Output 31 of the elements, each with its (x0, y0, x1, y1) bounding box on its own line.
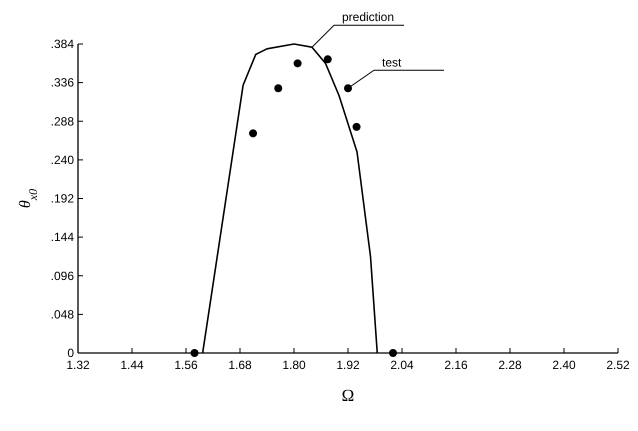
point (190, 349, 199, 357)
x-tick-label: 1.68 (228, 358, 252, 372)
annotation: prediction (342, 10, 394, 24)
x-tick-label: 1.32 (66, 358, 90, 372)
annotation: test (382, 55, 402, 70)
x-tick-label: 1.80 (282, 358, 306, 372)
x-tick-label: 2.28 (498, 358, 522, 372)
x-tick-label: 1.56 (174, 358, 198, 372)
x-tick-label: 2.16 (444, 358, 468, 372)
point (324, 55, 332, 64)
x-axis-title: Ω (342, 386, 354, 405)
y-tick-label: .240 (50, 152, 74, 167)
x-tick-label: 1.44 (120, 358, 144, 372)
y-tick-label: .288 (50, 114, 74, 128)
point (344, 84, 352, 92)
point (249, 129, 258, 138)
y-tick-label: .192 (50, 192, 74, 206)
x-tick-label: 2.40 (552, 358, 576, 372)
point (274, 84, 282, 92)
y-tick-label: .336 (50, 76, 74, 90)
y-tick-label: 0 (67, 346, 74, 360)
y-tick-label: .384 (50, 37, 74, 51)
y-tick-label: .144 (50, 230, 74, 244)
x-tick-label: 2.52 (606, 358, 630, 372)
x-tick-label: 1.92 (336, 358, 360, 372)
y-tick-label: .096 (50, 268, 74, 283)
y-tick-label: .048 (50, 307, 74, 322)
point (294, 59, 302, 68)
point (389, 349, 397, 357)
point (352, 122, 361, 131)
x-tick-label: 2.04 (390, 358, 414, 372)
